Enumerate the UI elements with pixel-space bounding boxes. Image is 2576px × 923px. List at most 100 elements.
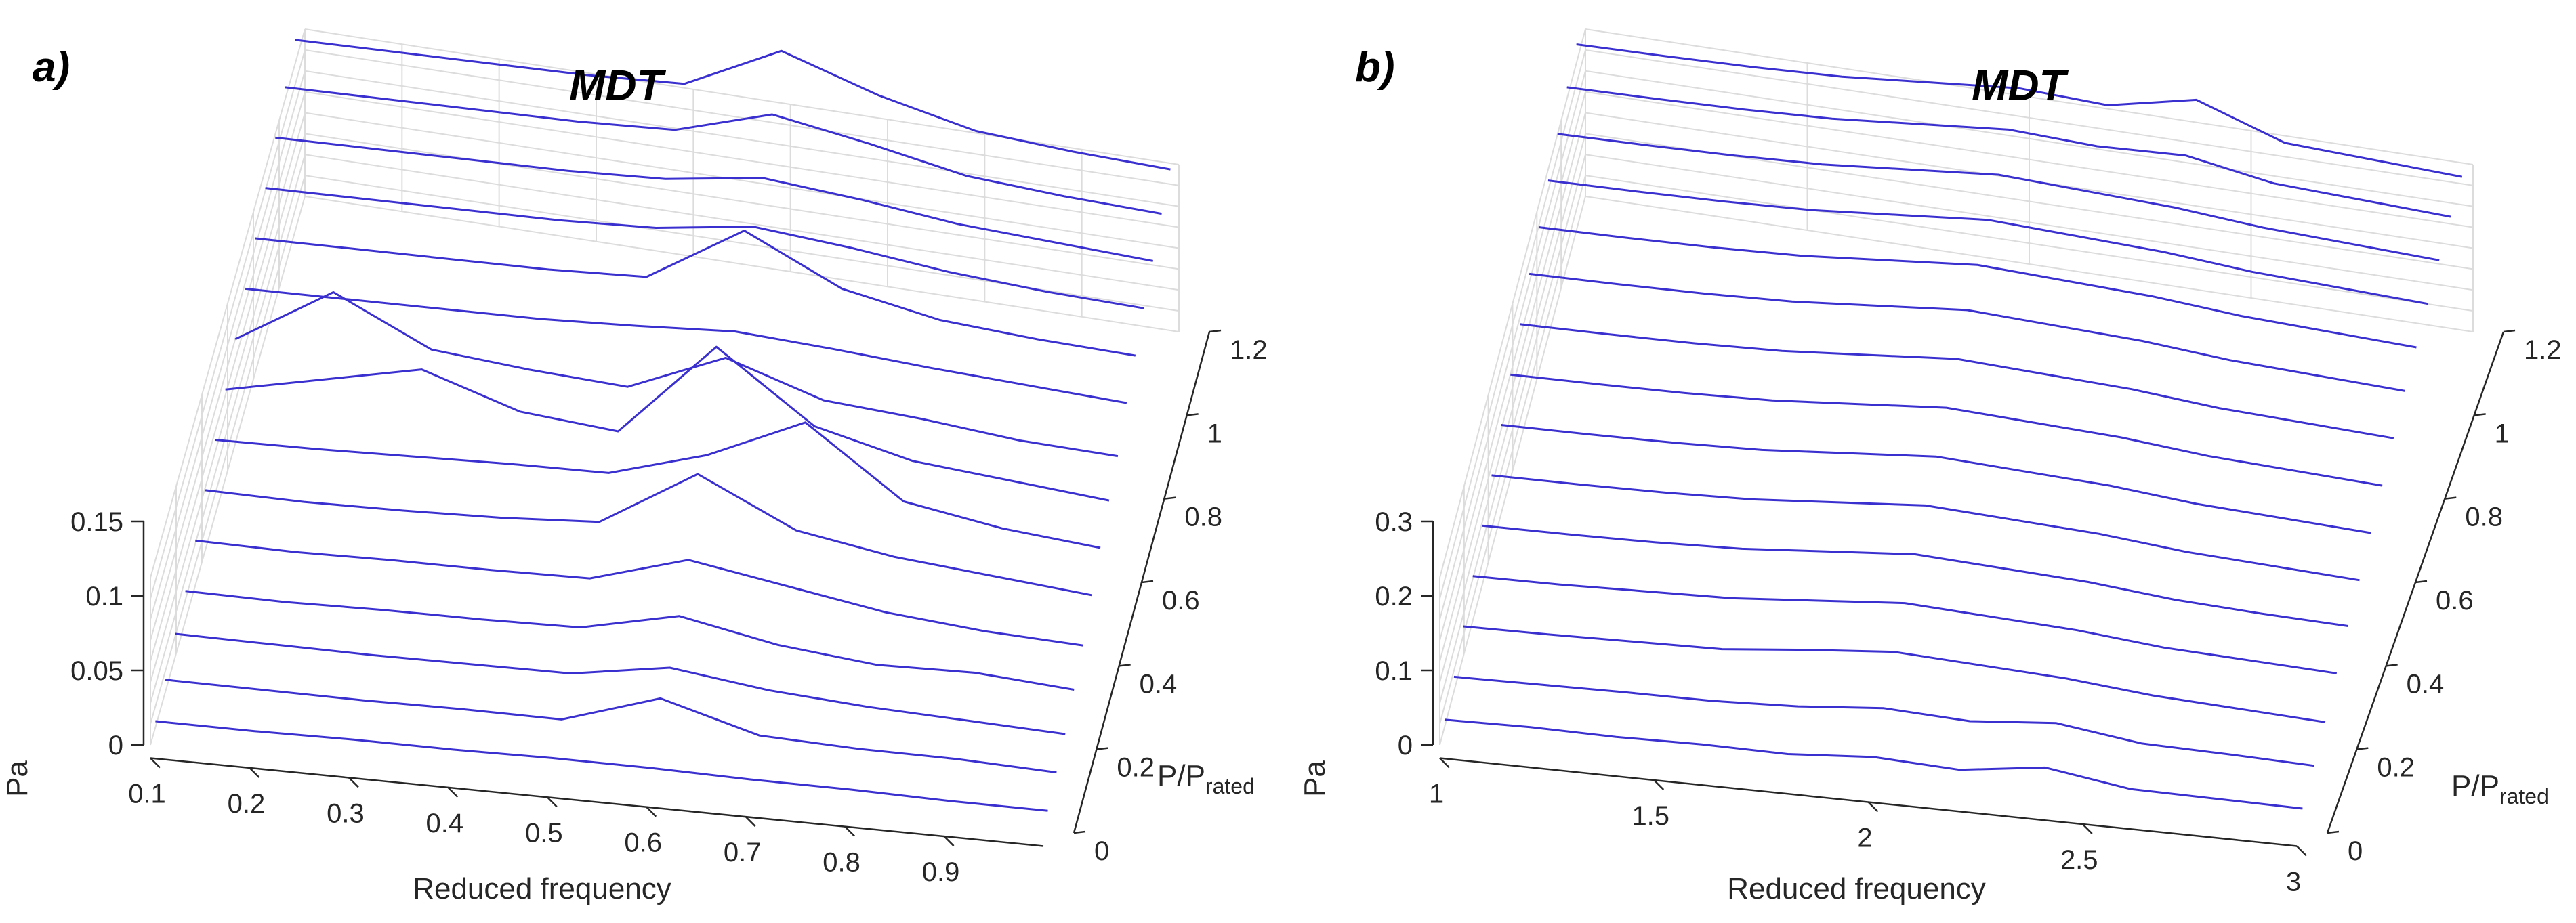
panel-b-x-tick: [1653, 779, 1665, 790]
panel-b-y-tick-label: 0: [2348, 836, 2363, 866]
panel-a-zlabel: Pa: [1, 760, 34, 797]
panel-a-ylabel-main: P/P: [1157, 759, 1205, 792]
panel-b-x-tick: [1867, 801, 1879, 813]
panel-b-y-tick-label: 0.4: [2407, 669, 2445, 699]
panel-a-z-tick-label: 0: [108, 731, 123, 760]
panel-a-ylabel-sub: rated: [1205, 774, 1255, 798]
panel-b-y-tick: [2474, 413, 2486, 416]
panel-a-trace-6: [205, 473, 1092, 597]
panel-b-grid-line-z: [1585, 196, 2474, 332]
panel-b-y-tick: [2415, 580, 2428, 584]
panel-a-trace-11: [255, 230, 1136, 357]
panel-b-y-tick-label: 0.8: [2465, 502, 2503, 532]
panel-a-x-tick: [943, 836, 955, 846]
panel-b-ylabel-main: P/P: [2451, 769, 2499, 802]
panel-b-xlabel: Reduced frequency: [1727, 872, 1986, 905]
panel-b-grid-line-z: [1585, 70, 2474, 207]
panel-b-y-tick-label: 0.2: [2377, 753, 2415, 783]
panel-a-xlabel: Reduced frequency: [413, 872, 671, 905]
panel-a-grid-line-z: [304, 175, 1180, 312]
panel-b-trace-4: [1472, 575, 2338, 674]
panel-b-axes: 1 1.5 2 2.5 3 0 0.2 0.4 0.6 0.8 1 1.2 0 0.1 0.2 0.3: [1375, 329, 2562, 897]
panel-b-grid-line-z: [1585, 154, 2474, 291]
panel-a-grid: [150, 28, 1180, 746]
panel-a-ylabel: P/Prated: [1157, 759, 1255, 798]
panel-b-label: b): [1355, 44, 1395, 91]
panel-b-y-tick: [2327, 830, 2340, 834]
panel-a-x-tick-label: 0.2: [228, 789, 266, 819]
panel-b-trace-15: [1576, 43, 2463, 178]
panel-a-trace-7: [215, 421, 1101, 549]
panel-a-trace-1: [155, 720, 1048, 812]
panel-b-trace-7: [1501, 424, 2371, 534]
panel-a: 0.1 0.2 0.3 0.4 0.5 0.6 0.7 0.8 0.9 0 0.2 0.4 0.6 0.8…: [1, 28, 1268, 905]
panel-a-x-tick-label: 0.5: [525, 818, 563, 848]
panel-a-x-tick: [348, 777, 359, 788]
panel-b-trace-6: [1491, 474, 2360, 582]
panel-a-trace-8: [225, 345, 1110, 502]
panel-a-grid-line-z: [304, 196, 1180, 332]
panel-b-traces: [1444, 43, 2463, 810]
panel-b-z-tick-label: 0: [1398, 731, 1413, 760]
panel-a-z-tick-label: 0.05: [70, 656, 123, 686]
panel-a-grid-line-z: [304, 133, 1180, 270]
panel-a-y-tick-label: 0.2: [1117, 753, 1155, 783]
panel-b-trace-12: [1547, 179, 2428, 305]
panel-a-y-tick: [1209, 329, 1222, 333]
panel-b-y-tick: [2503, 329, 2516, 333]
panel-a-grid-line-z: [304, 70, 1180, 207]
panel-a-grid-line-z: [304, 112, 1180, 249]
panel-a-x-tick-label: 0.8: [823, 848, 860, 878]
panel-a-trace-12: [265, 187, 1144, 309]
panel-b-z-tick-label: 0.2: [1375, 582, 1413, 611]
panel-a-grid-line-z: [304, 49, 1180, 186]
panel-a-y-tick-label: 0: [1094, 836, 1109, 866]
panel-a-y-tick: [1186, 413, 1199, 416]
panel-b-trace-8: [1510, 373, 2383, 487]
panel-a-y-tick-label: 1: [1207, 418, 1222, 448]
panel-a-x-tick: [646, 806, 657, 817]
panel-a-x-tick-label: 0.9: [922, 857, 960, 887]
panel-b-z-tick-label: 0.3: [1375, 507, 1413, 537]
panel-b-trace-5: [1482, 524, 2348, 627]
panel-a-traces: [155, 39, 1171, 812]
panel-b-ylabel: P/Prated: [2451, 769, 2549, 809]
panel-b-y-tick-label: 0.6: [2436, 586, 2474, 616]
panel-a-x-tick-label: 0.3: [327, 798, 365, 828]
panel-a-trace-2: [165, 679, 1057, 774]
panel-b-y-tick: [2386, 664, 2398, 667]
panel-b-trace-11: [1538, 226, 2417, 349]
panel-b-x-tick-label: 1: [1429, 779, 1444, 809]
panel-b-title: MDT: [1972, 61, 2069, 110]
panel-a-x-tick: [150, 757, 161, 769]
panel-a-y-tick-label: 0.8: [1184, 502, 1222, 532]
panel-b-trace-14: [1566, 86, 2451, 218]
panel-b-trace-10: [1529, 272, 2405, 392]
panel-a-y-tick: [1164, 496, 1176, 500]
panel-b-zlabel: Pa: [1298, 760, 1331, 797]
panel-b-grid-line-z: [1585, 28, 2474, 165]
panel-a-x-tick-label: 0.7: [724, 838, 762, 867]
panel-a-x-tick: [249, 767, 260, 778]
panel-a-x-tick-label: 0.1: [128, 779, 166, 809]
panel-b-y-tick: [2356, 747, 2369, 750]
panel-b-z-tick-label: 0.1: [1375, 656, 1413, 686]
panel-a-y-tick: [1073, 830, 1086, 834]
panel-a-z-tick-label: 0.1: [85, 582, 123, 611]
panel-a-y-tick: [1096, 747, 1108, 750]
panel-a-trace-10: [245, 287, 1127, 404]
panel-a-trace-13: [275, 136, 1153, 262]
panel-a-x-axis: [150, 757, 1044, 847]
panel-a-y-tick: [1141, 580, 1154, 584]
panel-a-x-tick: [844, 825, 855, 837]
panel-b-trace-3: [1463, 625, 2326, 723]
panel-b-x-tick-label: 2.5: [2060, 845, 2098, 875]
panel-b-y-tick-label: 1.2: [2524, 335, 2562, 365]
panel-b-trace-1: [1444, 718, 2303, 810]
panel-a-trace-14: [285, 86, 1162, 215]
panel-a-title: MDT: [569, 61, 667, 110]
panel-b-trace-13: [1557, 133, 2440, 261]
panel-a-trace-15: [295, 39, 1171, 171]
